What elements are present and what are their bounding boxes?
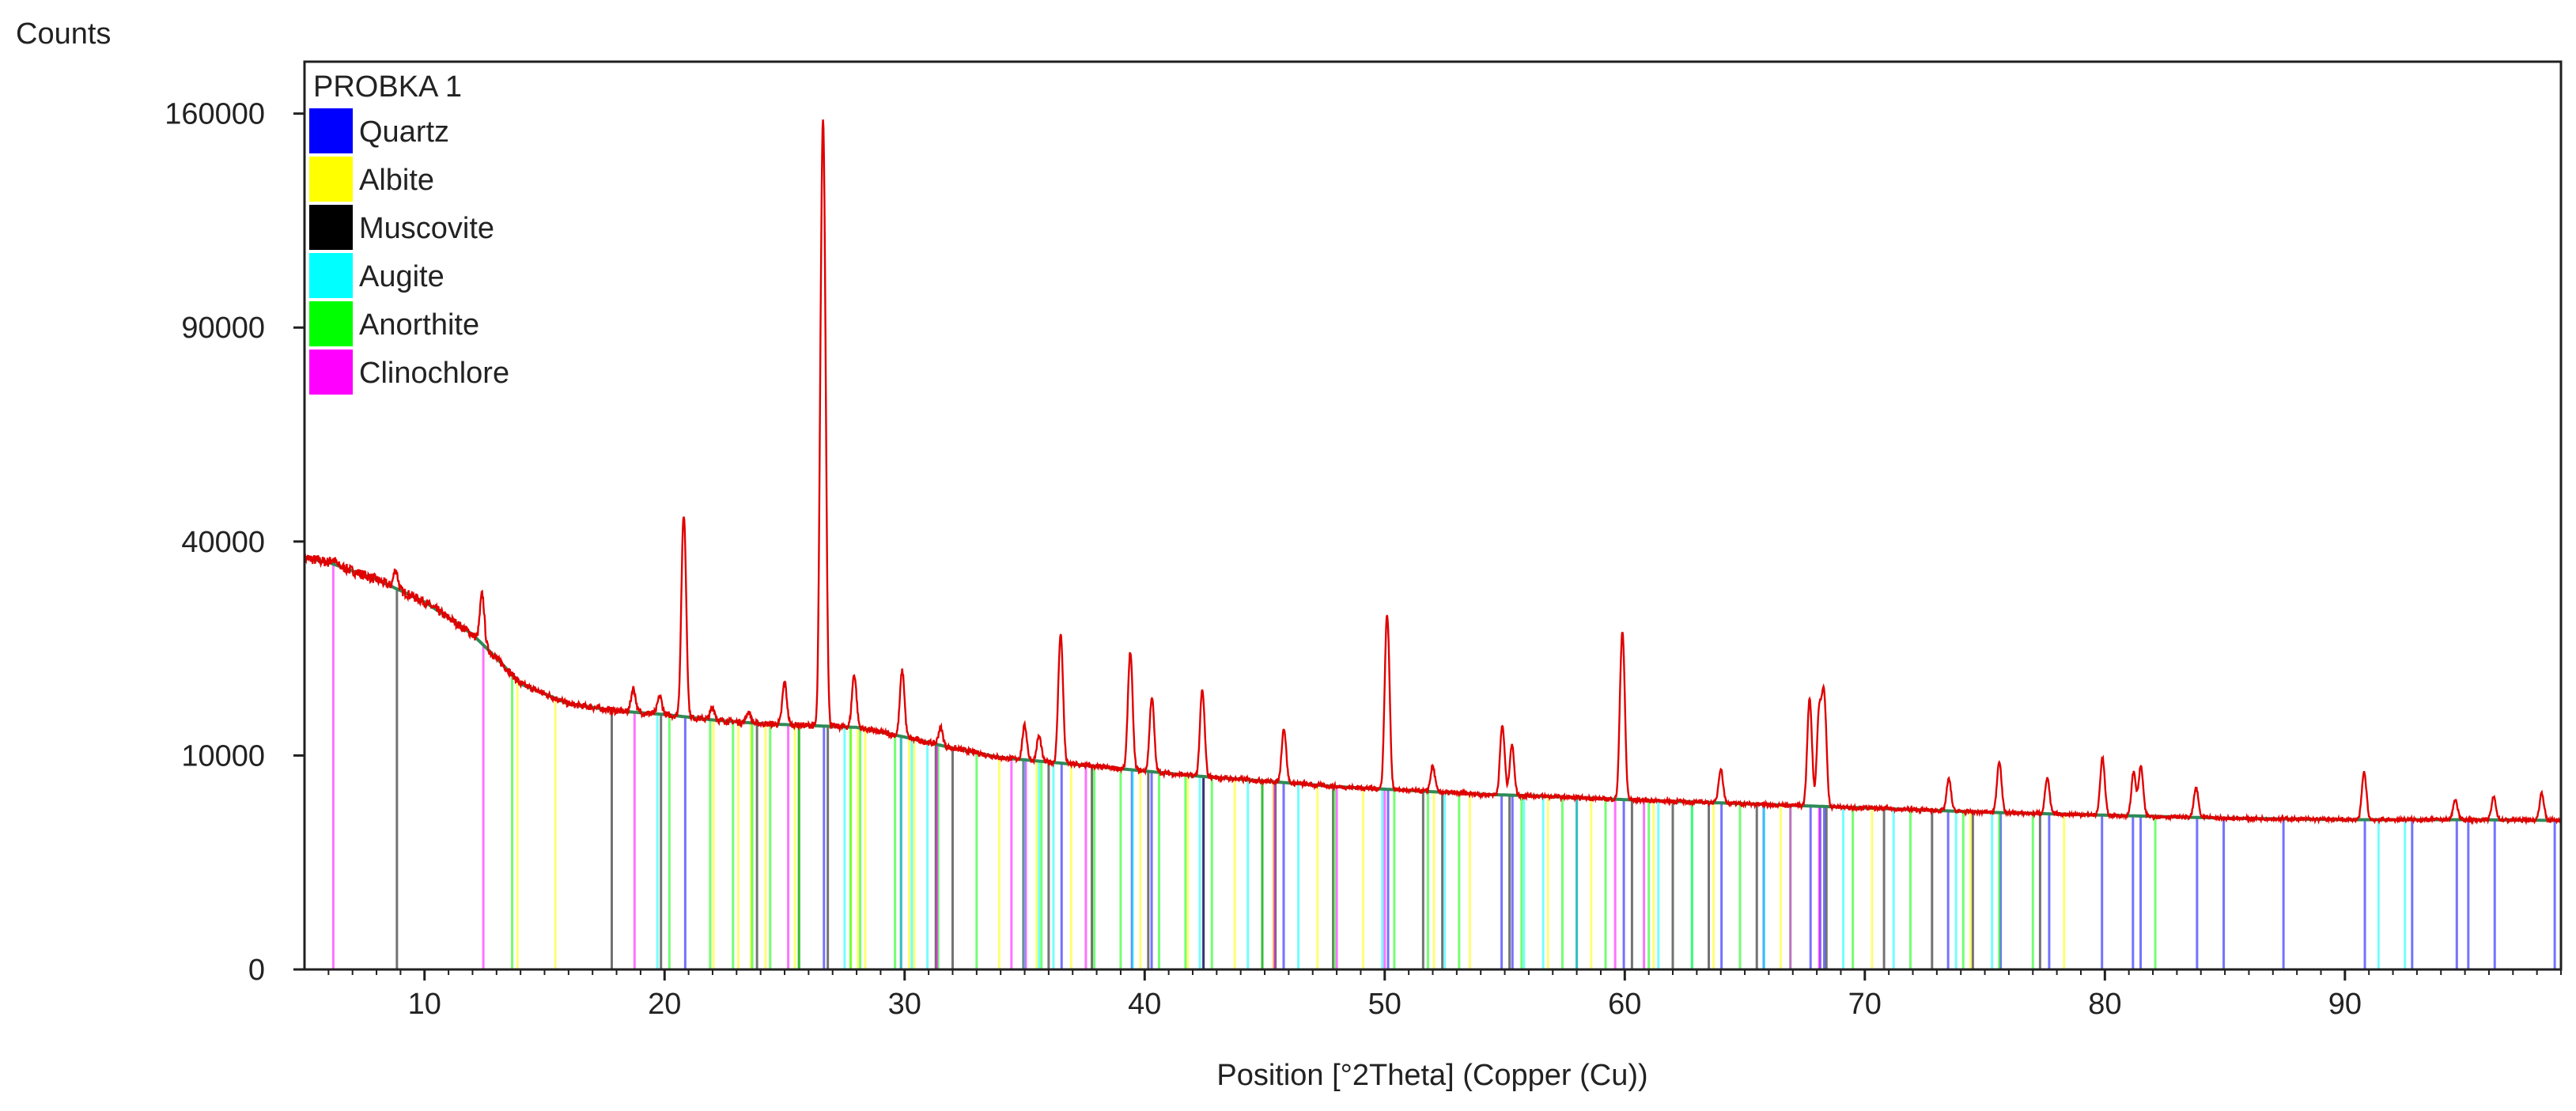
axis-layer: 10 20 30 40 50 60 70 80 90 0 10000 40000 90000 160000 — [165, 98, 2562, 1021]
legend-swatch-augite — [309, 253, 353, 298]
legend-entries: Quartz Albite Muscovite Augite Anorthite Clin… — [309, 108, 509, 395]
legend-swatch-clinochlore — [309, 350, 353, 395]
legend-swatch-quartz — [309, 108, 353, 153]
x-tick-label: 80 — [2088, 988, 2121, 1021]
diffraction-pattern-line — [303, 119, 2563, 826]
x-tick-label: 20 — [648, 988, 681, 1021]
x-axis-title: Position [°2Theta] (Copper (Cu)) — [1216, 1059, 1647, 1092]
y-axis-title: Counts — [16, 17, 111, 51]
x-tick-label: 40 — [1128, 988, 1161, 1021]
legend-label-muscovite: Muscovite — [359, 212, 494, 245]
legend-label-clinochlore: Clinochlore — [359, 357, 509, 390]
legend-swatch-muscovite — [309, 205, 353, 250]
legend: PROBKA 1 Quartz Albite Muscovite Augite Anor… — [309, 70, 509, 395]
legend-swatch-anorthite — [309, 301, 353, 346]
y-tick-label: 0 — [248, 954, 265, 987]
legend-label-augite: Augite — [359, 260, 444, 293]
legend-label-albite: Albite — [359, 164, 434, 197]
y-tick-label: 160000 — [165, 98, 265, 131]
x-tick-label: 70 — [1848, 988, 1882, 1021]
x-tick-label: 30 — [888, 988, 921, 1021]
y-tick-label: 90000 — [181, 312, 265, 345]
legend-label-quartz: Quartz — [359, 115, 449, 149]
y-tick-label: 40000 — [181, 526, 265, 559]
x-tick-label: 50 — [1368, 988, 1401, 1021]
legend-title: PROBKA 1 — [313, 70, 462, 104]
y-tick-label: 10000 — [181, 739, 265, 773]
reference-lines-layer — [331, 564, 2556, 969]
pattern-layer — [303, 119, 2563, 826]
legend-label-anorthite: Anorthite — [359, 308, 479, 342]
legend-swatch-albite — [309, 157, 353, 202]
x-tick-label: 10 — [408, 988, 441, 1021]
x-tick-label: 90 — [2328, 988, 2362, 1021]
x-tick-label: 60 — [1608, 988, 1641, 1021]
